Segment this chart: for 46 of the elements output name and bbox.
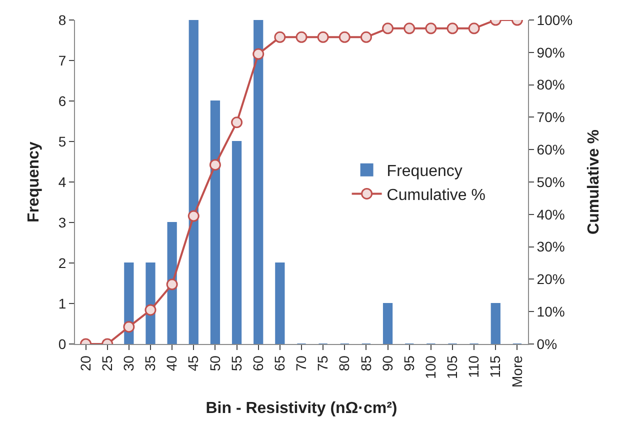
x-tick-label: 30	[120, 355, 136, 372]
y-axis-title: Frequency	[25, 141, 42, 222]
y2-tick-label: 80%	[536, 76, 565, 93]
x-tick-label: 70	[293, 355, 310, 372]
y2-tick-label: 70%	[536, 109, 565, 126]
x-tick-label: 45	[185, 355, 202, 372]
x-tick-label: 105	[444, 355, 460, 379]
y-tick-label: 6	[58, 92, 66, 109]
x-tick-label: 100	[422, 355, 438, 379]
x-tick-label: 95	[400, 355, 417, 372]
x-tick-label: 40	[164, 355, 180, 372]
legend-label: Cumulative %	[386, 186, 486, 204]
x-tick-label: 20	[77, 355, 94, 372]
legend-label: Frequency	[386, 163, 462, 180]
y2-tick-label: 100%	[536, 12, 573, 28]
y2-tick-label: 10%	[536, 304, 565, 320]
x-tick-label: 85	[358, 355, 374, 372]
x-tick-label: 35	[142, 355, 158, 372]
y2-tick-label: 40%	[536, 206, 565, 222]
x-tick-label: 50	[206, 355, 223, 372]
y-tick-label: 5	[58, 133, 66, 150]
x-tick-label: 65	[271, 355, 288, 372]
x-tick-label: 75	[314, 355, 331, 372]
y-tick-label: 4	[58, 174, 66, 190]
y2-tick-label: 90%	[536, 44, 565, 60]
x-tick-label: 25	[98, 355, 115, 372]
y2-tick-label: 0%	[536, 336, 558, 352]
x-axis-title: Bin - Resistivity (nΩ·cm²)	[206, 400, 398, 418]
x-tick-label: 80	[336, 355, 352, 372]
y-tick-label: 2	[58, 254, 66, 271]
y-tick-label: 1	[58, 295, 66, 312]
y-tick-label: 7	[58, 52, 66, 68]
y2-tick-label: 30%	[536, 238, 565, 255]
x-tick-label: 60	[250, 355, 266, 372]
x-tick-label: 110	[466, 355, 482, 378]
y-tick-label: 3	[58, 214, 66, 230]
y2-tick-label: 20%	[536, 271, 565, 288]
x-tick-label: More	[508, 355, 525, 388]
y-tick-label: 0	[58, 336, 66, 352]
x-tick-label: 55	[228, 355, 244, 372]
y2-axis-title: Cumulative %	[585, 130, 602, 234]
y-tick-label: 8	[58, 12, 66, 28]
x-tick-label: 90	[379, 355, 396, 372]
x-tick-label: 115	[487, 355, 504, 378]
y2-tick-label: 50%	[536, 174, 565, 190]
y2-tick-label: 60%	[536, 142, 565, 158]
